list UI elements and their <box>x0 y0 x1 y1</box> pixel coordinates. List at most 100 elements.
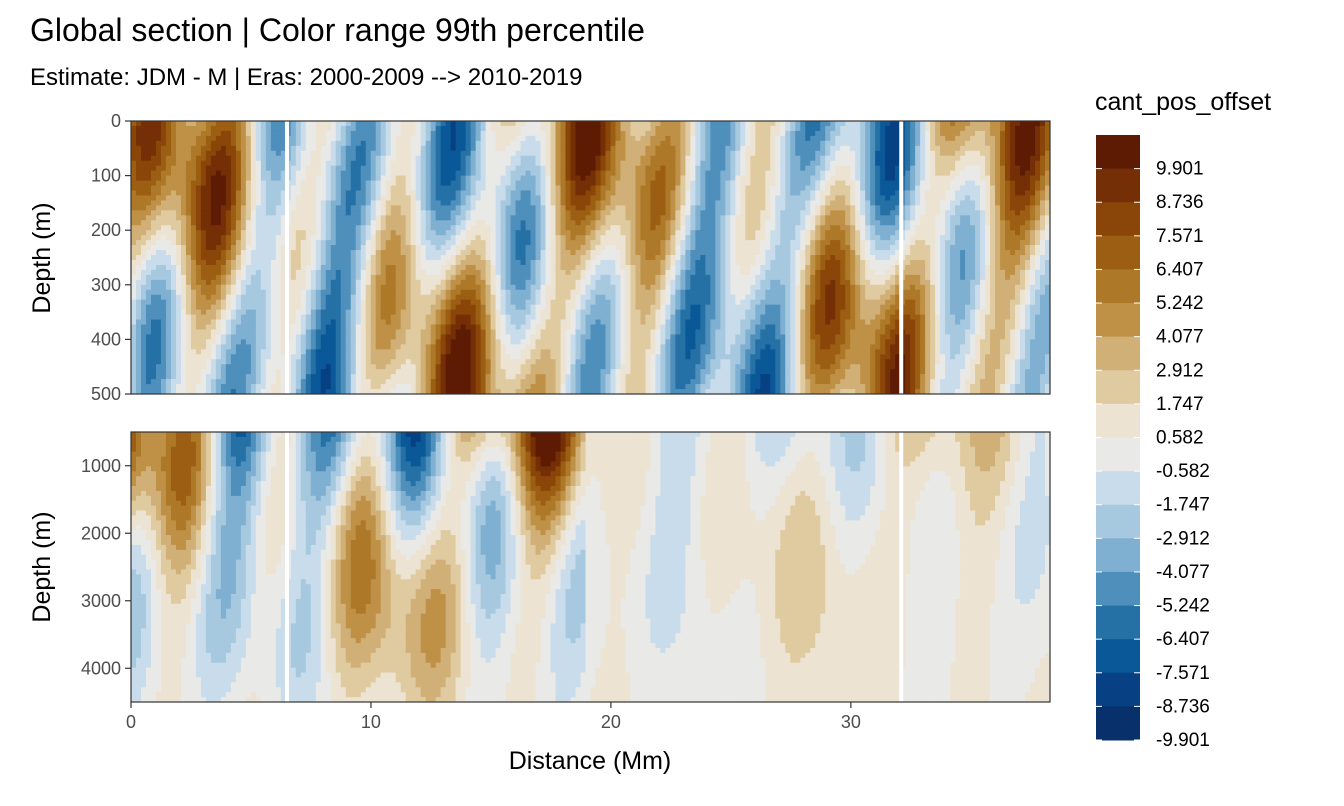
heatmap-cell <box>460 279 467 286</box>
heatmap-cell <box>190 284 197 291</box>
heatmap-cell <box>345 130 352 137</box>
heatmap-cell <box>390 140 397 147</box>
heatmap-cell <box>465 259 472 266</box>
heatmap-cell <box>260 205 267 211</box>
heatmap-cell <box>410 140 417 147</box>
heatmap-cell <box>145 150 152 157</box>
heatmap-cell <box>265 279 272 286</box>
heatmap-cell <box>440 165 447 172</box>
heatmap-cell <box>150 225 157 231</box>
heatmap-cell <box>305 324 312 331</box>
heatmap-cell <box>540 195 547 202</box>
heatmap-cell <box>480 374 487 380</box>
heatmap-cell <box>275 180 282 187</box>
heatmap-cell <box>485 354 492 360</box>
heatmap-cell <box>370 389 377 394</box>
heatmap-cell <box>485 250 492 256</box>
heatmap-cell <box>450 269 457 276</box>
heatmap-cell <box>565 389 572 394</box>
heatmap-cell <box>160 334 167 340</box>
heatmap-cell <box>355 165 362 172</box>
heatmap-cell <box>320 145 327 152</box>
heatmap-cell <box>410 314 417 321</box>
heatmap-cell <box>460 145 467 152</box>
heatmap-cell <box>165 284 172 291</box>
heatmap-cell <box>565 304 572 311</box>
heatmap-cell <box>375 220 382 226</box>
heatmap-cell <box>175 264 182 271</box>
heatmap-cell <box>385 389 392 394</box>
heatmap-cell <box>175 309 182 316</box>
heatmap-cell <box>360 344 367 350</box>
heatmap-cell <box>310 324 317 331</box>
heatmap-cell <box>275 140 282 147</box>
heatmap-cell <box>540 190 547 197</box>
heatmap-cell <box>360 299 367 306</box>
heatmap-cell <box>345 170 352 177</box>
heatmap-cell <box>445 240 452 246</box>
heatmap-cell <box>570 264 577 271</box>
heatmap-cell <box>495 165 502 172</box>
heatmap-cell <box>525 389 532 394</box>
heatmap-cell <box>560 374 567 380</box>
heatmap-cell <box>225 195 232 202</box>
heatmap-cell <box>540 324 547 331</box>
heatmap-cell <box>175 255 182 261</box>
heatmap-cell <box>495 364 502 370</box>
heatmap-cell <box>165 294 172 301</box>
heatmap-cell <box>270 150 277 157</box>
heatmap-cell <box>170 215 177 221</box>
heatmap-cell <box>145 250 152 256</box>
heatmap-cell <box>145 200 152 206</box>
heatmap-cell <box>420 180 427 187</box>
heatmap-cell <box>445 155 452 162</box>
heatmap-cell <box>225 274 232 281</box>
heatmap-cell <box>310 210 317 216</box>
heatmap-cell <box>295 289 302 296</box>
heatmap-cell <box>305 130 312 137</box>
heatmap-cell <box>370 379 377 385</box>
heatmap-cell <box>570 145 577 152</box>
heatmap-cell <box>275 245 282 251</box>
heatmap-cell <box>490 314 497 321</box>
heatmap-cell <box>225 334 232 340</box>
heatmap-cell <box>260 274 267 281</box>
heatmap-cell <box>365 319 372 326</box>
heatmap-cell <box>420 279 427 286</box>
heatmap-cell <box>540 309 547 316</box>
heatmap-cell <box>150 165 157 172</box>
heatmap-cell <box>355 374 362 380</box>
heatmap-cell <box>255 314 262 321</box>
heatmap-cell <box>455 240 462 246</box>
heatmap-cell <box>265 125 272 132</box>
heatmap-cell <box>485 180 492 187</box>
heatmap-cell <box>580 150 587 157</box>
heatmap-cell <box>235 195 242 202</box>
heatmap-cell <box>520 319 527 326</box>
heatmap-cell <box>475 299 482 306</box>
heatmap-cell <box>245 165 252 172</box>
heatmap-cell <box>470 160 477 167</box>
heatmap-cell <box>320 334 327 340</box>
heatmap-cell <box>555 374 562 380</box>
heatmap-cell <box>230 240 237 246</box>
heatmap-cell <box>505 279 512 286</box>
heatmap-cell <box>160 220 167 226</box>
heatmap-cell <box>160 374 167 380</box>
heatmap-cell <box>195 140 202 147</box>
heatmap-cell <box>155 369 162 375</box>
heatmap-cell <box>325 384 332 390</box>
heatmap-cell <box>570 255 577 261</box>
heatmap-cell <box>405 299 412 306</box>
heatmap-cell <box>515 240 522 246</box>
heatmap-cell <box>140 150 147 157</box>
heatmap-cell <box>225 150 232 157</box>
heatmap-cell <box>400 215 407 221</box>
heatmap-cell <box>205 150 212 157</box>
heatmap-cell <box>135 324 142 331</box>
heatmap-cell <box>225 220 232 226</box>
heatmap-cell <box>205 264 212 271</box>
heatmap-cell <box>235 304 242 311</box>
heatmap-cell <box>185 329 192 336</box>
heatmap-cell <box>420 220 427 226</box>
